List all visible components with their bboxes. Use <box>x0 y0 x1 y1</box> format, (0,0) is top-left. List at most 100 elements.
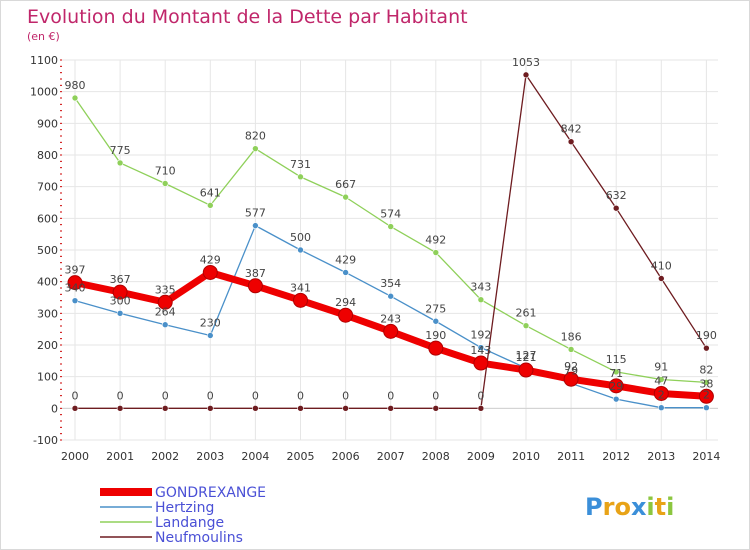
data-point-landange <box>161 180 169 187</box>
data-label-gondrexange: 143 <box>470 344 491 357</box>
data-label-gondrexange: 429 <box>200 253 221 266</box>
data-label-hertzing: 230 <box>200 317 221 330</box>
data-label-hertzing: 500 <box>290 231 311 244</box>
data-labels: 397 367 335 429 387 341 294 243 190 143 121 92 71 47 3… <box>65 56 717 402</box>
x-tick-label: 2005 <box>287 450 315 463</box>
data-point-landange <box>342 193 349 201</box>
data-point-landange <box>252 145 259 152</box>
y-tick-label: 100 <box>37 371 58 384</box>
data-label-landange: 82 <box>699 363 713 376</box>
data-point-hertzing <box>342 269 349 276</box>
y-tick-label: 200 <box>37 339 58 352</box>
data-point-gondrexange <box>653 385 669 401</box>
data-label-neufmoulins: 0 <box>342 389 349 402</box>
data-label-gondrexange: 387 <box>245 267 266 280</box>
data-label-neufmoulins: 632 <box>606 189 627 202</box>
data-label-landange: 775 <box>110 144 131 157</box>
data-point-neufmoulins <box>342 405 349 412</box>
legend-label-hertzing: Hertzing <box>155 500 214 516</box>
data-label-neufmoulins: 410 <box>651 260 672 273</box>
data-label-landange: 91 <box>654 361 668 374</box>
data-label-landange: 115 <box>606 353 627 366</box>
data-point-gondrexange <box>157 294 173 310</box>
x-tick-label: 2001 <box>106 450 134 463</box>
data-label-hertzing: 264 <box>155 306 176 319</box>
logo-letter: t <box>655 493 666 521</box>
data-label-neufmoulins: 0 <box>72 389 79 402</box>
data-label-gondrexange: 92 <box>564 360 578 373</box>
data-label-hertzing: 79 <box>564 364 578 377</box>
x-tick-label: 2004 <box>241 450 269 463</box>
data-label-neufmoulins: 0 <box>207 389 214 402</box>
data-point-gondrexange <box>202 264 218 280</box>
data-label-landange: 186 <box>561 330 582 343</box>
logo-letter: o <box>614 493 631 521</box>
data-label-gondrexange: 71 <box>609 367 623 380</box>
x-tick-label: 2008 <box>422 450 450 463</box>
data-label-hertzing: 29 <box>609 380 623 393</box>
x-tick-label: 2007 <box>377 450 405 463</box>
data-label-gondrexange: 38 <box>699 377 713 390</box>
data-point-gondrexange <box>383 323 399 339</box>
data-label-hertzing: 577 <box>245 207 266 220</box>
data-label-neufmoulins: 0 <box>252 389 259 402</box>
data-label-neufmoulins: 0 <box>162 389 169 402</box>
y-tick-label: 500 <box>37 244 58 257</box>
data-point-hertzing <box>71 297 79 304</box>
data-point-neufmoulins <box>657 275 665 282</box>
data-point-neufmoulins <box>703 344 710 352</box>
legend-label-neufmoulins: Neufmoulins <box>155 530 243 546</box>
data-label-neufmoulins: 0 <box>117 389 124 402</box>
y-tick-label: 400 <box>37 276 58 289</box>
x-tick-label: 2006 <box>332 450 360 463</box>
x-tick-label: 2012 <box>602 450 630 463</box>
data-point-hertzing <box>252 222 259 229</box>
axes: -100010020030040050060070080090010001100… <box>30 54 720 463</box>
data-point-landange <box>703 379 710 386</box>
data-label-gondrexange: 341 <box>290 281 311 294</box>
data-point-neufmoulins <box>207 405 214 412</box>
data-point-neufmoulins <box>387 405 395 412</box>
data-point-hertzing <box>703 404 710 412</box>
data-label-landange: 731 <box>290 158 311 171</box>
data-point-landange <box>567 346 575 353</box>
y-tick-label: 900 <box>37 117 58 130</box>
data-label-landange: 820 <box>245 130 266 143</box>
data-point-neufmoulins <box>612 204 620 212</box>
data-point-neufmoulins <box>71 405 79 412</box>
y-tick-label: -100 <box>33 434 58 447</box>
data-point-gondrexange <box>247 278 263 294</box>
data-point-hertzing <box>116 310 124 317</box>
data-label-landange: 641 <box>200 186 221 199</box>
y-tick-label: 0 <box>51 402 58 415</box>
data-point-landange <box>522 322 530 329</box>
data-label-hertzing: 2 <box>703 389 710 402</box>
chart-title: Evolution du Montant de la Dette par Hab… <box>27 6 468 28</box>
logo-letter: x <box>631 493 647 521</box>
data-point-hertzing <box>297 246 304 254</box>
data-point-landange <box>477 296 485 304</box>
logo-letter: r <box>603 493 615 521</box>
y-tick-label: 1000 <box>30 86 58 99</box>
data-label-hertzing: 300 <box>110 294 131 307</box>
data-point-gondrexange <box>67 275 83 291</box>
y-tick-label: 800 <box>37 149 58 162</box>
data-point-landange <box>612 368 620 376</box>
data-label-landange: 574 <box>380 208 401 221</box>
data-label-landange: 667 <box>335 178 356 191</box>
data-label-neufmoulins: 0 <box>387 389 394 402</box>
data-point-landange <box>71 94 79 102</box>
data-point-neufmoulins <box>432 405 440 412</box>
data-point-hertzing <box>477 344 485 351</box>
data-label-gondrexange: 121 <box>516 351 537 364</box>
data-label-gondrexange: 190 <box>425 329 446 342</box>
proxiti-logo: Proxiti <box>585 493 674 521</box>
series-layer <box>67 71 714 412</box>
data-point-neufmoulins <box>116 405 124 412</box>
data-label-neufmoulins: 0 <box>477 389 484 402</box>
logo-letter: P <box>585 493 603 521</box>
data-label-hertzing: 275 <box>425 302 446 315</box>
legend-label-gondrexange: GONDREXANGE <box>155 485 266 501</box>
